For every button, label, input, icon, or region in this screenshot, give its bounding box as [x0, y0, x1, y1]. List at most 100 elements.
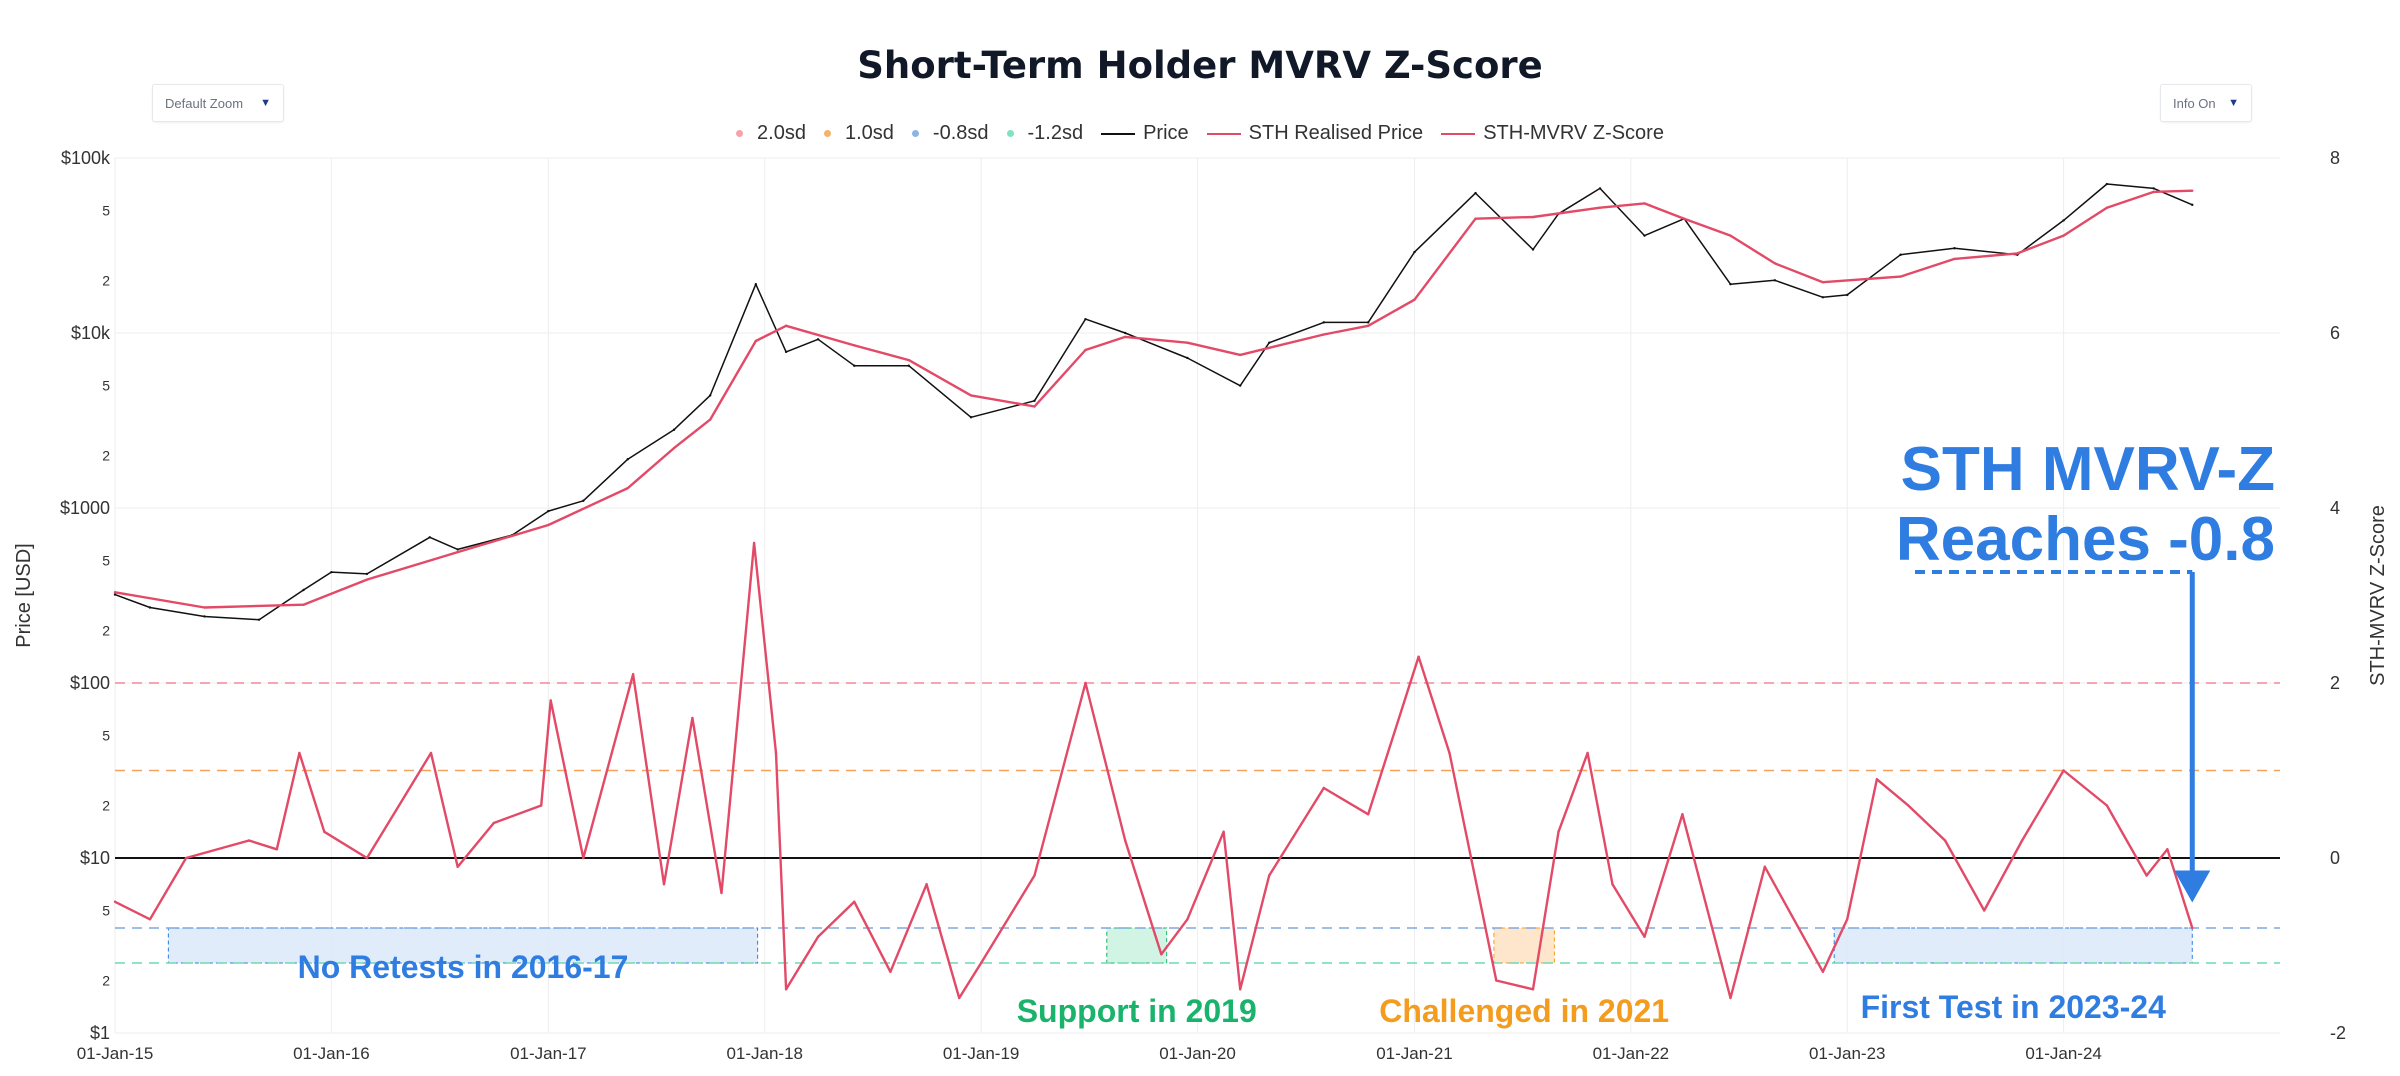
series-point: [1413, 298, 1416, 301]
series-point: [1123, 331, 1127, 335]
series-point: [148, 918, 152, 921]
series-point: [1821, 970, 1825, 973]
series-point: [2062, 234, 2065, 237]
info-dropdown[interactable]: Info On ▼: [2160, 84, 2252, 122]
annotation-line-2: Reaches -0.8: [1896, 505, 2275, 574]
series-point: [1238, 384, 1242, 387]
series-point: [1084, 681, 1087, 685]
series-point: [1899, 253, 1902, 256]
series-point: [1729, 234, 1732, 237]
series-point: [1531, 248, 1535, 251]
series-point: [1821, 281, 1825, 284]
series-point: [2062, 219, 2065, 222]
series-point: [113, 591, 117, 594]
series-point: [302, 588, 305, 592]
series-point: [1643, 935, 1646, 938]
legend-item-2sd[interactable]: 2.0sd: [736, 122, 806, 145]
series-line[interactable]: [114, 183, 2193, 621]
series-point: [969, 394, 973, 397]
series-point: [2062, 769, 2065, 772]
series-point: [2145, 874, 2148, 877]
legend-item-minus-1-2sd[interactable]: -1.2sd: [1006, 122, 1084, 145]
legend-item-sth-mvrv-z[interactable]: STH-MVRV Z-Score: [1441, 122, 1664, 145]
y-right-tick-label: 2: [2330, 673, 2340, 693]
series-point: [1763, 865, 1767, 868]
series-point: [708, 418, 712, 421]
y-left-minor-tick-label: 5: [102, 903, 110, 919]
series-point: [889, 970, 892, 973]
series-point: [429, 751, 433, 755]
series-point: [247, 839, 251, 842]
x-tick-label: 01-Jan-21: [1376, 1044, 1453, 1063]
y-left-minor-tick-label: 2: [102, 972, 110, 988]
series-point: [816, 935, 820, 938]
y-right-tick-label: 0: [2330, 848, 2340, 868]
series-point: [1367, 324, 1370, 327]
series-point: [1322, 321, 1325, 324]
series-point: [1729, 283, 1732, 286]
series-point: [1186, 341, 1189, 344]
y-left-minor-tick-label: 2: [102, 272, 110, 288]
series-point: [853, 344, 856, 347]
region-label: No Retests in 2016-17: [298, 949, 629, 985]
series-point: [547, 509, 550, 513]
series-point: [784, 324, 788, 327]
series-point: [540, 804, 543, 807]
legend-label: Price: [1143, 122, 1189, 144]
legend-item-minus-0-8sd[interactable]: -0.8sd: [911, 122, 989, 145]
legend-label: -1.2sd: [1027, 122, 1084, 144]
x-tick-label: 01-Jan-16: [293, 1044, 370, 1063]
series-point: [330, 570, 333, 574]
series-point: [456, 865, 459, 868]
series-point: [1643, 234, 1646, 237]
series-point: [2152, 190, 2155, 194]
y-left-axis-title: Price [USD]: [13, 543, 35, 647]
series-point: [1238, 988, 1242, 991]
y-left-minor-tick-label: 5: [102, 203, 110, 219]
series-line[interactable]: [114, 189, 2193, 609]
series-point: [365, 578, 369, 581]
y-left-minor-tick-label: 5: [102, 378, 110, 394]
region-label: First Test in 2023-24: [1861, 989, 2167, 1025]
y-left-minor-tick-label: 2: [102, 622, 110, 638]
annotation-line-1: STH MVRV-Z: [1901, 435, 2275, 504]
y-left-tick-label: $100k: [61, 148, 111, 168]
legend-swatch-minus-1-2sd: [1006, 130, 1014, 137]
series-point: [2191, 189, 2194, 192]
series-point: [1448, 751, 1451, 755]
series-point: [1846, 293, 1849, 297]
series-point: [2105, 206, 2109, 209]
series-point: [257, 618, 261, 621]
series-point: [1681, 813, 1684, 816]
series-point: [2105, 804, 2109, 807]
series-point: [925, 883, 928, 886]
y-left-tick-label: $100: [70, 673, 110, 693]
series-point: [672, 446, 676, 450]
x-tick-label: 01-Jan-24: [2025, 1044, 2102, 1063]
series-point: [1953, 257, 1956, 261]
legend-swatch-sth-mvrv-z: [1441, 132, 1476, 135]
series-point: [1417, 655, 1420, 658]
legend-item-1sd[interactable]: 1.0sd: [823, 122, 894, 145]
legend-item-price[interactable]: Price: [1101, 122, 1189, 145]
series-point: [492, 821, 496, 825]
series-point: [708, 394, 712, 397]
region-box: [1493, 927, 1555, 964]
chart-legend: 2.0sd 1.0sd -0.8sd -1.2sd Price STH Real…: [0, 122, 2400, 145]
series-point: [1413, 250, 1416, 254]
series-point: [626, 486, 629, 490]
series-line[interactable]: [114, 541, 2194, 1000]
series-point: [1268, 341, 1271, 344]
y-left-minor-tick-label: 5: [102, 553, 110, 569]
series-point: [1268, 874, 1271, 877]
zoom-dropdown[interactable]: Default Zoom ▼: [152, 84, 284, 122]
x-tick-label: 01-Jan-23: [1809, 1044, 1886, 1063]
legend-item-sth-realised-price[interactable]: STH Realised Price: [1206, 122, 1423, 145]
x-tick-label: 01-Jan-18: [726, 1044, 803, 1063]
y-right-tick-label: 8: [2330, 148, 2340, 168]
region-box: [1106, 927, 1168, 964]
region-box: [1833, 927, 2193, 964]
series-point: [428, 536, 431, 539]
y-right-tick-label: 6: [2330, 323, 2340, 343]
y-right-tick-label: -2: [2330, 1023, 2346, 1043]
